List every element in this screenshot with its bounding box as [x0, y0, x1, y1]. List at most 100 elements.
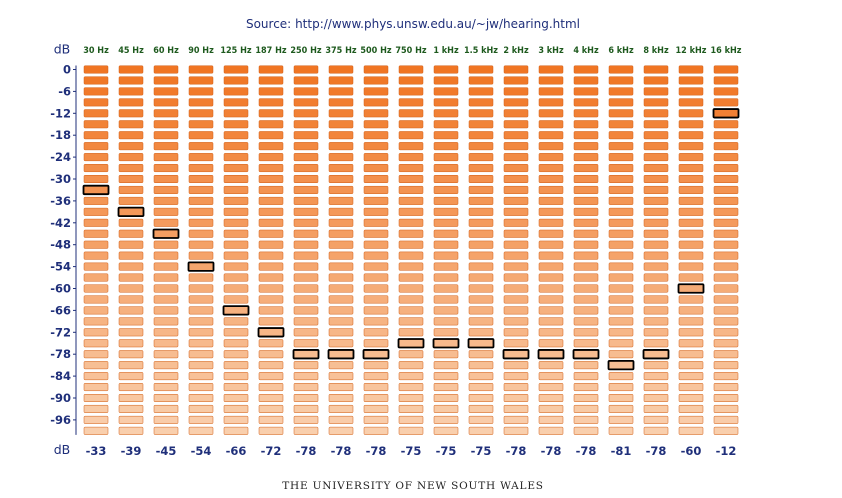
level-cell[interactable]: [398, 153, 424, 162]
level-cell[interactable]: [293, 383, 319, 392]
level-cell[interactable]: [643, 394, 669, 402]
level-cell[interactable]: [468, 383, 494, 392]
level-cell[interactable]: [398, 109, 424, 118]
level-cell[interactable]: [643, 273, 669, 282]
level-cell[interactable]: [118, 164, 144, 173]
level-cell[interactable]: [258, 273, 284, 282]
level-cell[interactable]: [188, 404, 214, 413]
level-cell[interactable]: [573, 404, 599, 413]
level-cell[interactable]: [433, 185, 459, 194]
level-cell[interactable]: [643, 339, 669, 348]
level-cell[interactable]: [83, 317, 109, 326]
level-cell[interactable]: [188, 98, 214, 107]
level-cell[interactable]: [328, 153, 354, 162]
level-cell[interactable]: [468, 65, 494, 74]
level-cell[interactable]: [678, 65, 704, 74]
level-cell[interactable]: [83, 153, 109, 162]
level-cell[interactable]: [678, 98, 704, 107]
level-cell[interactable]: [188, 328, 214, 337]
level-cell[interactable]: [293, 284, 319, 293]
level-cell[interactable]: [258, 306, 284, 315]
level-cell[interactable]: [643, 404, 669, 413]
level-cell[interactable]: [713, 328, 739, 337]
level-cell[interactable]: [573, 120, 599, 129]
level-cell[interactable]: [328, 328, 354, 337]
level-cell[interactable]: [678, 218, 704, 227]
level-cell[interactable]: [328, 361, 354, 370]
level-cell[interactable]: [363, 328, 389, 337]
level-cell[interactable]: [713, 185, 739, 194]
level-cell[interactable]: [153, 98, 179, 107]
level-cell[interactable]: [713, 251, 739, 260]
level-cell[interactable]: [713, 229, 739, 238]
level-cell[interactable]: [188, 240, 214, 249]
level-cell[interactable]: [293, 426, 319, 435]
level-cell[interactable]: [468, 109, 494, 118]
level-cell[interactable]: [433, 306, 459, 315]
level-cell[interactable]: [608, 131, 634, 140]
level-cell[interactable]: [118, 361, 144, 370]
level-cell[interactable]: [678, 415, 704, 424]
level-cell[interactable]: [713, 317, 739, 326]
level-cell[interactable]: [713, 361, 739, 370]
level-cell[interactable]: [258, 65, 284, 74]
level-cell[interactable]: [293, 175, 319, 183]
level-cell[interactable]: [643, 295, 669, 304]
level-cell[interactable]: [118, 131, 144, 140]
level-cell[interactable]: [538, 284, 564, 293]
level-cell[interactable]: [643, 65, 669, 74]
level-cell[interactable]: [153, 153, 179, 162]
level-cell[interactable]: [713, 306, 739, 315]
level-cell[interactable]: [363, 251, 389, 260]
level-cell[interactable]: [433, 76, 459, 85]
level-cell[interactable]: [328, 76, 354, 85]
level-cell[interactable]: [503, 76, 529, 85]
level-cell[interactable]: [118, 426, 144, 435]
level-cell[interactable]: [118, 87, 144, 96]
level-cell[interactable]: [468, 196, 494, 205]
level-cell[interactable]: [293, 394, 319, 402]
level-cell[interactable]: [398, 142, 424, 151]
level-cell[interactable]: [258, 426, 284, 435]
level-cell[interactable]: [643, 317, 669, 326]
level-cell[interactable]: [503, 175, 529, 183]
level-cell[interactable]: [468, 262, 494, 271]
level-cell[interactable]: [713, 262, 739, 271]
level-cell[interactable]: [538, 65, 564, 74]
level-cell[interactable]: [293, 87, 319, 96]
level-cell[interactable]: [398, 394, 424, 402]
level-cell[interactable]: [468, 207, 494, 216]
level-cell[interactable]: [398, 415, 424, 424]
level-cell[interactable]: [573, 426, 599, 435]
level-cell[interactable]: [713, 383, 739, 392]
level-cell[interactable]: [713, 109, 739, 118]
level-cell[interactable]: [503, 328, 529, 337]
level-cell[interactable]: [258, 372, 284, 381]
level-cell[interactable]: [433, 131, 459, 140]
level-cell[interactable]: [608, 153, 634, 162]
level-cell[interactable]: [608, 273, 634, 282]
level-cell[interactable]: [678, 240, 704, 249]
level-cell[interactable]: [188, 383, 214, 392]
level-cell[interactable]: [223, 164, 249, 173]
level-cell[interactable]: [328, 65, 354, 74]
level-cell[interactable]: [503, 426, 529, 435]
level-cell[interactable]: [153, 142, 179, 151]
level-cell[interactable]: [573, 306, 599, 315]
level-cell[interactable]: [328, 175, 354, 183]
level-cell[interactable]: [293, 262, 319, 271]
level-cell[interactable]: [713, 394, 739, 402]
level-cell[interactable]: [293, 98, 319, 107]
level-cell[interactable]: [713, 284, 739, 293]
level-cell[interactable]: [118, 306, 144, 315]
level-cell[interactable]: [363, 339, 389, 348]
level-cell[interactable]: [363, 120, 389, 129]
level-cell[interactable]: [83, 372, 109, 381]
level-cell[interactable]: [433, 262, 459, 271]
level-cell[interactable]: [678, 142, 704, 151]
level-cell[interactable]: [433, 328, 459, 337]
level-cell[interactable]: [328, 426, 354, 435]
level-cell[interactable]: [83, 76, 109, 85]
level-cell[interactable]: [83, 426, 109, 435]
level-cell[interactable]: [503, 185, 529, 194]
